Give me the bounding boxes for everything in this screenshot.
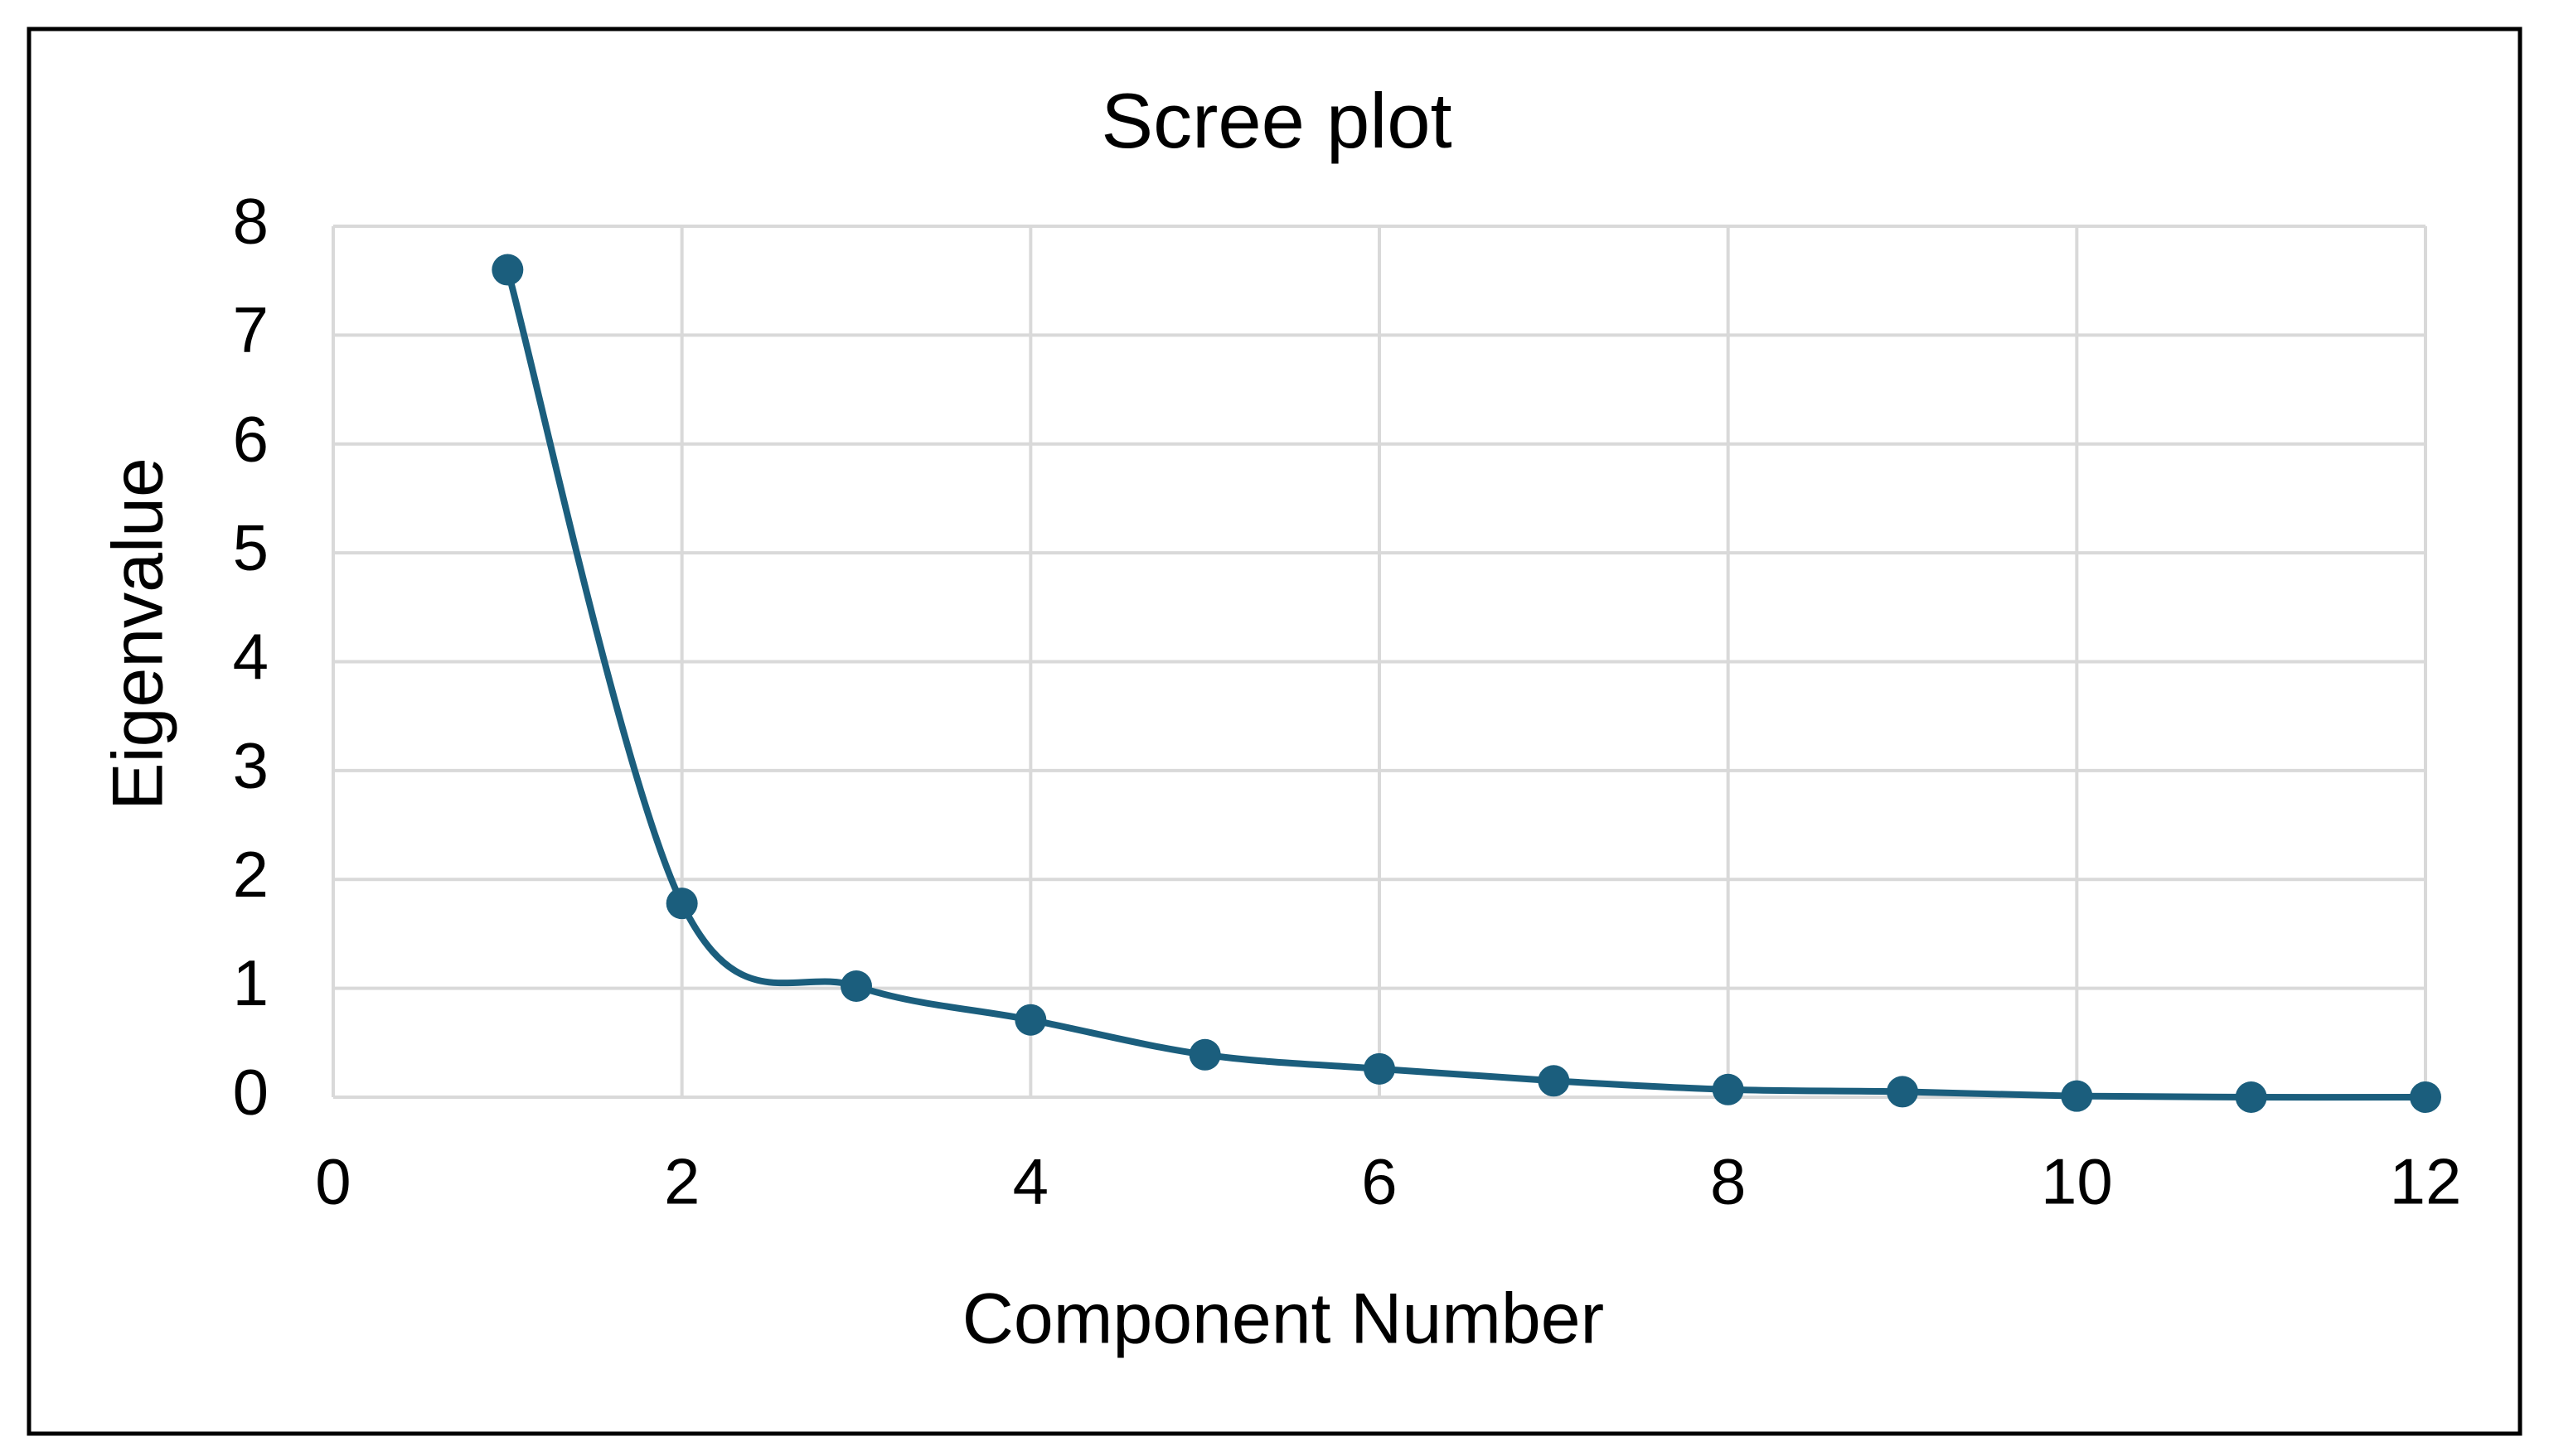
y-tick-label: 2	[233, 838, 269, 911]
point	[1189, 1038, 1221, 1071]
point	[666, 888, 698, 920]
x-tick-label: 0	[315, 1145, 351, 1218]
y-axis-label: Eigenvalue	[99, 457, 178, 810]
y-tick-label: 4	[233, 620, 269, 693]
chart-border	[27, 27, 2522, 1436]
x-tick-label: 12	[2390, 1145, 2462, 1218]
y-tick-label: 6	[233, 402, 269, 475]
y-tick-label: 1	[233, 946, 269, 1019]
point	[1364, 1052, 1395, 1085]
x-axis-label: Component Number	[962, 1279, 1604, 1359]
point	[1712, 1073, 1744, 1105]
point	[1538, 1065, 1570, 1097]
point	[1015, 1004, 1047, 1036]
point	[492, 254, 524, 286]
x-tick-label: 4	[1013, 1145, 1049, 1218]
point	[1887, 1076, 1918, 1108]
point	[841, 970, 872, 1002]
x-tick-label: 8	[1710, 1145, 1746, 1218]
y-tick-label: 7	[233, 293, 269, 366]
y-tick-label: 5	[233, 511, 269, 584]
x-tick-label: 10	[2041, 1145, 2113, 1218]
y-tick-label: 3	[233, 728, 269, 801]
x-tick-label: 6	[1361, 1145, 1397, 1218]
y-tick-label: 0	[233, 1056, 269, 1129]
point	[2235, 1081, 2267, 1113]
chart-title: Scree plot	[1101, 77, 1451, 164]
y-tick-label: 8	[233, 185, 269, 258]
point	[2410, 1081, 2441, 1113]
point	[2061, 1080, 2093, 1112]
x-tick-label: 2	[664, 1145, 700, 1218]
